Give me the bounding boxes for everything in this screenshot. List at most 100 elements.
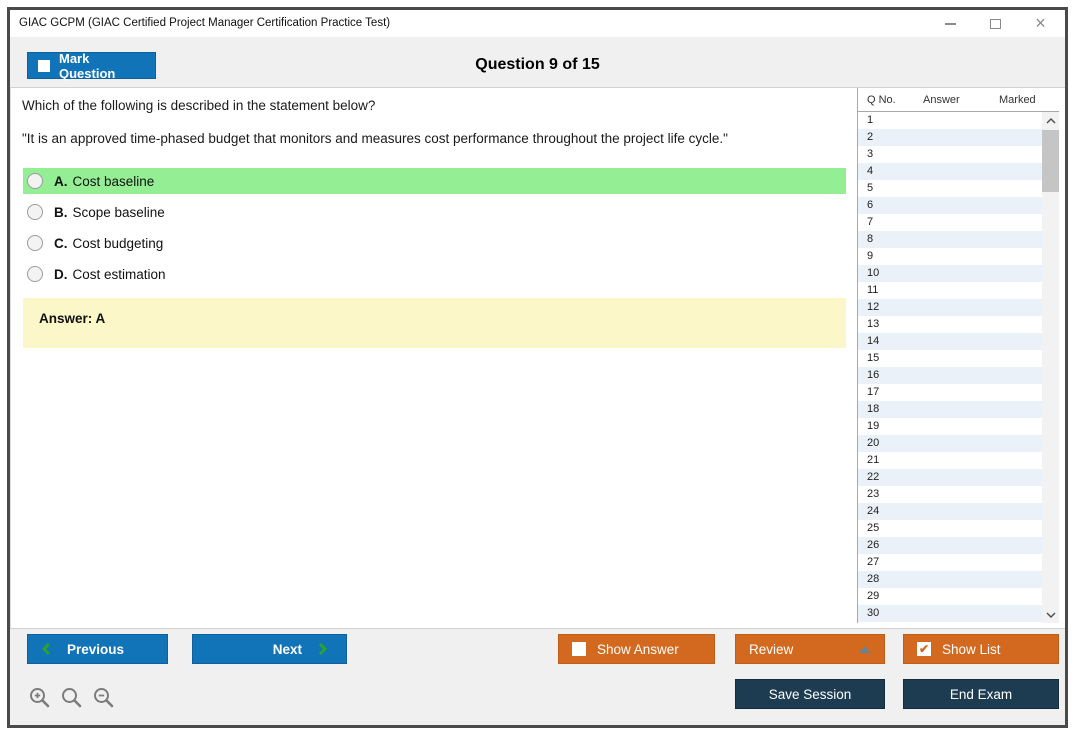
option-b-text: Scope baseline [72,204,165,220]
show-answer-button[interactable]: Show Answer [558,634,715,664]
question-list-row[interactable]: 8 [858,231,1042,248]
review-label: Review [749,641,794,657]
question-statement: "It is an approved time-phased budget th… [22,131,728,146]
question-list-row[interactable]: 24 [858,503,1042,520]
zoom-in-icon[interactable] [28,686,52,710]
radio-c-icon[interactable] [27,235,43,251]
question-list-row[interactable]: 18 [858,401,1042,418]
window-title: GIAC GCPM (GIAC Certified Project Manage… [19,17,391,29]
question-list-row[interactable]: 22 [858,469,1042,486]
mark-question-button[interactable]: Mark Question [27,51,156,81]
question-list-row[interactable]: 1 [867,114,874,126]
zoom-out-icon[interactable] [92,686,116,710]
option-b[interactable]: B. Scope baseline [23,199,846,225]
chevron-down-icon [1046,612,1055,618]
question-list-row[interactable]: 16 [858,367,1042,384]
next-label: Next [272,641,302,657]
maximize-icon [990,18,1001,29]
question-list-row[interactable]: 13 [867,318,880,330]
main-area: Which of the following is described in t… [10,87,1065,628]
question-list-row[interactable]: 14 [858,333,1042,350]
maximize-button[interactable] [973,10,1018,37]
question-list-row[interactable]: 4 [858,163,1042,180]
radio-a-icon[interactable] [27,173,43,189]
option-c-text: Cost budgeting [72,235,164,251]
question-list-row[interactable]: 23 [867,488,880,500]
question-list-row[interactable]: 25 [867,522,880,534]
save-session-button[interactable]: Save Session [735,679,885,709]
question-list-row[interactable]: 29 [867,590,880,602]
column-qno: Q No. [867,94,896,106]
option-d-letter: D. [54,266,68,282]
question-list-row[interactable]: 17 [867,386,880,398]
question-list-row[interactable]: 20 [858,435,1042,452]
question-counter: Question 9 of 15 [475,56,600,73]
option-d-text: Cost estimation [72,266,166,282]
question-list-row[interactable]: 27 [867,556,880,568]
previous-button[interactable]: Previous [27,634,168,664]
title-bar: GIAC GCPM (GIAC Certified Project Manage… [10,10,1065,37]
top-bar: Mark Question Question 9 of 15 [10,37,1065,87]
show-answer-label: Show Answer [597,641,679,657]
option-d[interactable]: D. Cost estimation [23,261,846,287]
option-a-letter: A. [54,173,68,189]
question-list-row[interactable]: 3 [867,148,874,160]
question-list-row[interactable]: 21 [867,454,880,466]
scroll-down-button[interactable] [1042,606,1059,623]
question-list-row[interactable]: 30 [858,605,1042,622]
radio-d-icon[interactable] [27,266,43,282]
review-button[interactable]: Review [735,634,885,664]
show-list-label: Show List [942,641,1001,657]
chevron-right-icon [318,642,328,656]
question-list-header: Q No. Answer Marked [858,88,1059,112]
question-list-row[interactable]: 28 [858,571,1042,588]
close-button[interactable]: × [1018,10,1063,37]
question-list-body: 1 2 3 4 5 6 7 8 9 10 11 12 13 14 15 16 17 18 19 20 21 22 23 24 2… [858,112,1042,623]
previous-label: Previous [67,641,125,657]
scroll-up-button[interactable] [1042,112,1059,129]
next-button[interactable]: Next [192,634,347,664]
bottom-bar: Previous Next Show Answer Review ✔ Show … [10,628,1065,725]
chevron-up-icon [1046,117,1055,123]
question-list-row[interactable]: 7 [867,216,874,228]
answer-text: Answer: A [39,311,106,326]
end-exam-button[interactable]: End Exam [903,679,1059,709]
mark-question-checkbox-icon [38,59,50,72]
column-marked: Marked [999,94,1036,106]
save-session-label: Save Session [768,686,852,702]
option-c-letter: C. [54,235,68,251]
check-icon: ✔ [918,642,930,656]
caret-up-icon [859,646,871,653]
question-list-row[interactable]: 12 [858,299,1042,316]
question-list-row[interactable]: 19 [867,420,880,432]
zoom-reset-icon[interactable] [60,686,84,710]
window-controls: × [928,10,1063,37]
show-answer-checkbox-icon [572,642,586,656]
chevron-left-icon [41,642,51,656]
question-list-scrollbar[interactable] [1042,112,1059,623]
radio-b-icon[interactable] [27,204,43,220]
end-exam-label: End Exam [949,686,1013,702]
option-c[interactable]: C. Cost budgeting [23,230,846,256]
question-list-row[interactable]: 6 [858,197,1042,214]
question-list-row[interactable]: 5 [867,182,874,194]
minimize-button[interactable] [928,10,973,37]
column-answer: Answer [923,94,960,106]
question-list-panel: Q No. Answer Marked 1 2 3 4 5 6 7 8 9 10 11 12 13 14 1… [857,88,1059,623]
question-list-row[interactable]: 2 [858,129,1042,146]
minimize-icon [945,22,956,25]
zoom-toolbar [28,686,116,710]
scrollbar-thumb[interactable] [1042,130,1059,192]
question-panel: Which of the following is described in t… [10,88,858,628]
app-window: GIAC GCPM (GIAC Certified Project Manage… [7,7,1068,728]
question-list-row[interactable]: 9 [867,250,874,262]
question-list-row[interactable]: 15 [867,352,880,364]
show-list-checkbox-icon: ✔ [917,642,931,656]
question-list-row[interactable]: 10 [858,265,1042,282]
option-a[interactable]: A. Cost baseline [23,168,846,194]
question-list-row[interactable]: 26 [858,537,1042,554]
option-a-text: Cost baseline [72,173,155,189]
show-list-button[interactable]: ✔ Show List [903,634,1059,664]
question-list-row[interactable]: 11 [867,284,879,296]
question-prompt: Which of the following is described in t… [22,98,376,113]
